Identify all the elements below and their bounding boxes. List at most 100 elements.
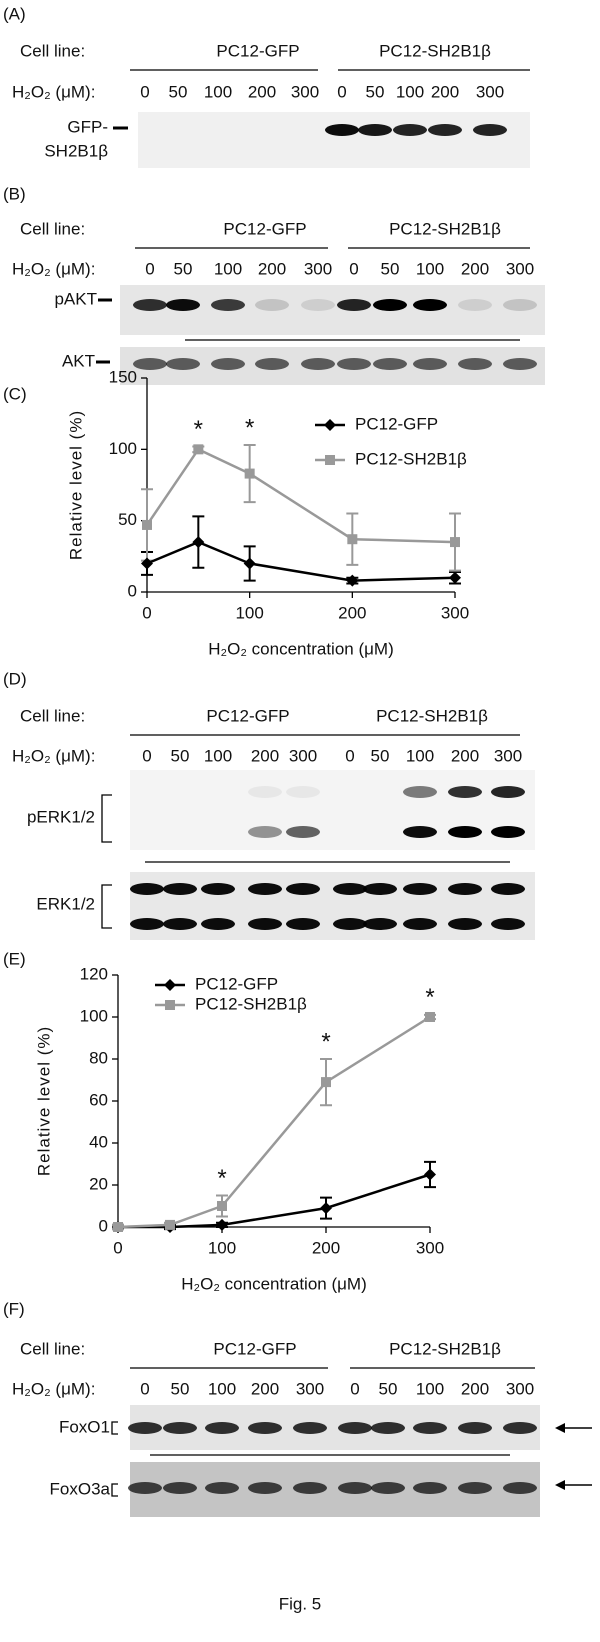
band	[333, 918, 367, 930]
y-tick-label: 120	[80, 964, 108, 983]
band	[163, 883, 197, 895]
panel-label: (C)	[3, 384, 27, 403]
cell-line-label: Cell line:	[20, 1339, 85, 1358]
band	[491, 826, 525, 838]
annotation: *	[217, 1165, 226, 1192]
band	[128, 1482, 162, 1494]
blot-label: GFP-	[67, 117, 108, 136]
point	[347, 534, 358, 545]
dose: 200	[251, 1379, 279, 1398]
band	[413, 299, 447, 311]
band	[130, 883, 164, 895]
band	[130, 918, 164, 930]
band	[133, 358, 167, 370]
band	[458, 1482, 492, 1494]
series-line	[117, 1015, 431, 1229]
x-tick-label: 200	[312, 1238, 340, 1257]
dose: 0	[140, 1379, 149, 1398]
x-tick-label: 100	[235, 603, 263, 622]
band	[211, 299, 245, 311]
band	[286, 883, 320, 895]
series-line	[118, 1173, 431, 1229]
band	[166, 299, 200, 311]
series-line	[146, 540, 456, 582]
band	[448, 918, 482, 930]
band	[503, 358, 537, 370]
point	[113, 1222, 123, 1232]
band	[255, 358, 289, 370]
band	[458, 358, 492, 370]
dose: 100	[204, 82, 232, 101]
point	[450, 537, 460, 548]
y-tick-label: 150	[109, 367, 137, 386]
y-tick-label: 60	[89, 1090, 108, 1109]
band	[503, 299, 537, 311]
bracket	[111, 1483, 118, 1497]
dose: 300	[494, 746, 522, 765]
band	[371, 1422, 405, 1434]
point	[346, 574, 359, 587]
cell-line-label: Cell line:	[20, 41, 85, 60]
dose: 100	[396, 82, 424, 101]
band	[163, 918, 197, 930]
dose: 100	[214, 259, 242, 278]
band	[473, 124, 507, 136]
band	[286, 918, 320, 930]
dose: 300	[476, 82, 504, 101]
point	[424, 1168, 436, 1181]
band	[373, 358, 407, 370]
band	[428, 124, 462, 136]
band	[503, 1422, 537, 1434]
band	[448, 883, 482, 895]
band	[491, 883, 525, 895]
band	[248, 826, 282, 838]
point	[141, 557, 153, 570]
dose-label: H₂O₂ (μM):	[12, 82, 95, 101]
dose: 200	[431, 82, 459, 101]
dose: 50	[379, 1379, 398, 1398]
dose: 300	[296, 1379, 324, 1398]
legend-label: PC12-SH2B1β	[355, 449, 467, 468]
band	[448, 786, 482, 798]
dose: 50	[171, 1379, 190, 1398]
band	[337, 299, 371, 311]
dose: 50	[174, 259, 193, 278]
group-label: PC12-GFP	[206, 706, 289, 725]
point	[425, 1012, 435, 1022]
band	[448, 826, 482, 838]
band	[337, 358, 371, 370]
point	[449, 571, 461, 584]
dose: 50	[381, 259, 400, 278]
dose: 0	[350, 1379, 359, 1398]
panel-label: (F)	[3, 1299, 25, 1318]
blot	[130, 770, 535, 850]
dose: 0	[337, 82, 346, 101]
point	[320, 1202, 332, 1215]
dose: 200	[258, 259, 286, 278]
blot-label: AKT	[62, 351, 95, 370]
band	[491, 786, 525, 798]
group-label: PC12-GFP	[216, 41, 299, 60]
point	[217, 1201, 227, 1211]
band	[301, 358, 335, 370]
band	[248, 1422, 282, 1434]
dose: 100	[416, 1379, 444, 1398]
bracket	[101, 884, 112, 929]
band	[293, 1482, 327, 1494]
point	[216, 1218, 228, 1231]
panel-label: (B)	[3, 184, 26, 203]
dose: 50	[171, 746, 190, 765]
legend-marker	[325, 455, 335, 465]
band	[286, 826, 320, 838]
blot-label: pERK1/2	[27, 807, 95, 826]
band	[333, 883, 367, 895]
band	[403, 883, 437, 895]
dose: 100	[204, 746, 232, 765]
dose: 100	[406, 746, 434, 765]
dose: 100	[416, 259, 444, 278]
y-tick-label: 0	[128, 581, 137, 600]
annotation: *	[194, 416, 203, 443]
blot-label: FoxO1	[59, 1417, 110, 1436]
band	[205, 1482, 239, 1494]
band	[371, 1482, 405, 1494]
